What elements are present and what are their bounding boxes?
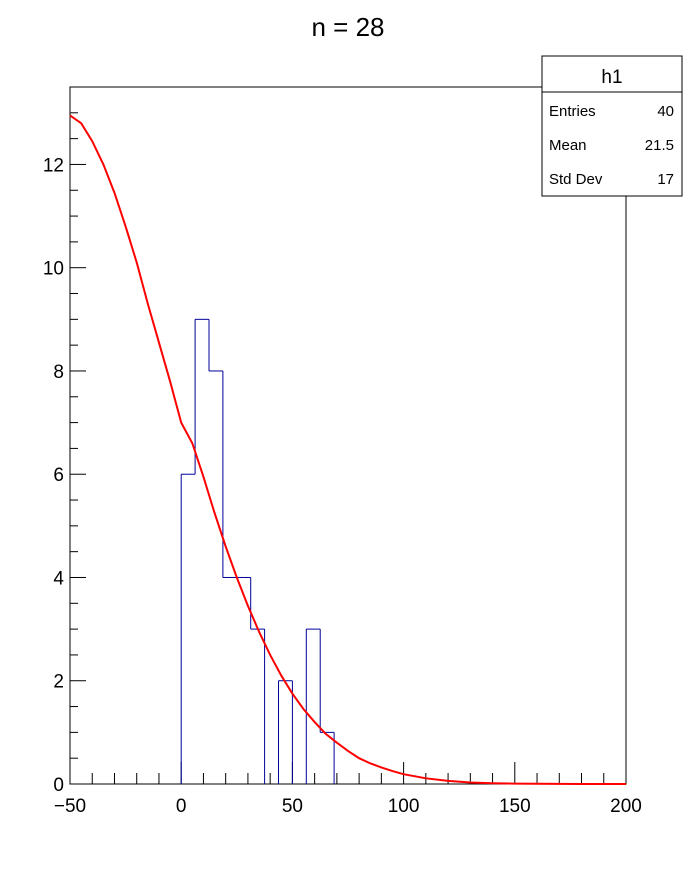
stats-box-frame <box>541 55 683 197</box>
x-tick-label: 200 <box>610 796 642 817</box>
x-tick-label: 150 <box>499 796 531 817</box>
chart-title: n = 28 <box>311 12 385 42</box>
y-tick-label: 10 <box>43 259 64 280</box>
fit-curve <box>69 114 627 785</box>
stats-row-label: Entries <box>549 103 596 120</box>
x-axis: −50 0 50 100 150 200 <box>54 762 642 817</box>
fit-curve-group <box>69 114 627 785</box>
y-tick-label: 6 <box>53 465 64 486</box>
x-tick-label: 100 <box>388 796 420 817</box>
y-tick-label: 0 <box>53 775 64 796</box>
plot-frame <box>69 86 627 785</box>
x-tick-label: 50 <box>282 796 303 817</box>
stats-row-value: 21.5 <box>645 137 674 154</box>
y-tick-label: 2 <box>53 672 64 693</box>
x-tick-label: 0 <box>176 796 187 817</box>
y-tick-label: 8 <box>53 362 64 383</box>
stats-row-label: Std Dev <box>549 171 603 188</box>
y-tick-label: 4 <box>53 568 64 589</box>
stats-row-value: 40 <box>657 103 674 120</box>
stats-row-value: 17 <box>657 171 674 188</box>
histogram-bars <box>180 318 335 784</box>
y-tick-label: 12 <box>43 155 64 176</box>
stats-box-title: h1 <box>601 67 622 88</box>
y-axis: 0 2 4 6 8 10 12 <box>43 86 86 796</box>
stats-row-label: Mean <box>549 137 587 154</box>
stats-box: h1 Entries 40 Mean 21.5 Std Dev 17 <box>541 55 683 197</box>
x-tick-label: −50 <box>54 796 86 817</box>
